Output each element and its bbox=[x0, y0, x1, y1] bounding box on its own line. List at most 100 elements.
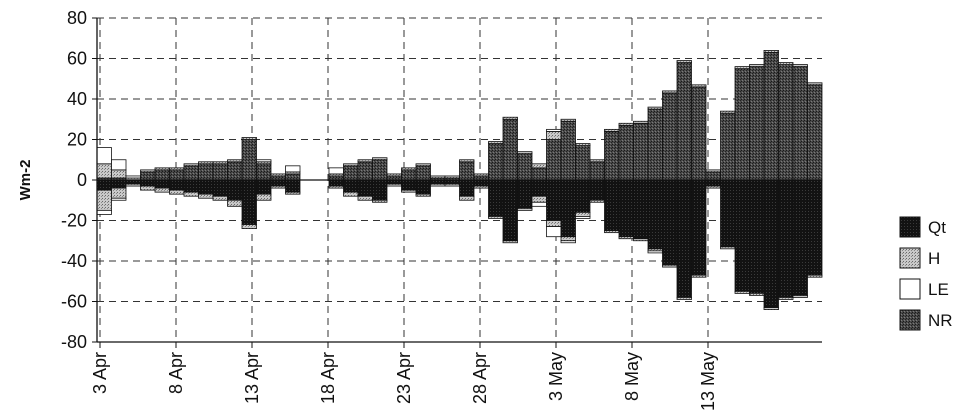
bar-le-neg bbox=[111, 197, 127, 201]
bar-qt-neg bbox=[444, 179, 460, 185]
bar-h-pos bbox=[691, 84, 707, 88]
bar-h-pos bbox=[749, 64, 765, 67]
bar-h-neg bbox=[575, 211, 591, 217]
bar-qt-neg bbox=[140, 179, 156, 187]
legend-label-qt: Qt bbox=[928, 218, 946, 237]
bar-qt-neg bbox=[705, 179, 721, 187]
bar-nr-pos bbox=[676, 62, 692, 181]
bar-h-pos bbox=[560, 118, 576, 122]
bar-nr-pos bbox=[285, 173, 301, 181]
bar-le-pos bbox=[96, 147, 112, 165]
bar-h-neg bbox=[589, 199, 605, 203]
bar-nr-pos bbox=[807, 84, 823, 181]
y-tick-label: -20 bbox=[61, 211, 87, 231]
bar-qt-neg bbox=[125, 179, 141, 185]
bar-qt-neg bbox=[575, 179, 591, 213]
bar-nr-pos bbox=[386, 175, 402, 181]
bar-qt-neg bbox=[589, 179, 605, 201]
bar-h-neg bbox=[372, 199, 388, 203]
bar-h-pos bbox=[676, 60, 692, 63]
bar-h-pos bbox=[459, 159, 475, 163]
y-tick-label: 80 bbox=[67, 8, 87, 28]
bar-nr-pos bbox=[256, 163, 272, 181]
bar-nr-pos bbox=[198, 163, 214, 181]
bar-le-pos bbox=[256, 159, 272, 163]
bar-h-neg bbox=[749, 292, 765, 296]
bar-nr-pos bbox=[401, 169, 417, 181]
bar-qt-neg bbox=[430, 179, 446, 185]
bar-le-pos bbox=[328, 167, 344, 175]
legend-label-h: H bbox=[928, 249, 940, 268]
bar-qt-neg bbox=[560, 179, 576, 238]
bar-qt-neg bbox=[343, 179, 359, 193]
legend-label-le: LE bbox=[928, 280, 949, 299]
bar-qt-neg bbox=[647, 179, 663, 250]
x-tick-label: 23 Apr bbox=[394, 352, 414, 404]
bar-qt-neg bbox=[734, 179, 750, 292]
bar-nr-pos bbox=[734, 68, 750, 181]
bar-nr-pos bbox=[140, 171, 156, 181]
bar-le-pos bbox=[125, 175, 141, 179]
bar-le-neg bbox=[531, 201, 547, 207]
bar-h-pos bbox=[589, 159, 605, 163]
bar-h-neg bbox=[111, 187, 127, 199]
bar-h-pos bbox=[720, 110, 736, 114]
bar-h-neg bbox=[386, 183, 402, 187]
bar-qt-neg bbox=[502, 179, 518, 242]
bar-le-neg bbox=[96, 209, 112, 215]
x-tick-label: 13 Apr bbox=[242, 352, 262, 404]
bar-nr-pos bbox=[212, 163, 228, 181]
y-tick-label: 60 bbox=[67, 49, 87, 69]
bar-h-pos bbox=[386, 173, 402, 177]
bar-h-neg bbox=[473, 185, 489, 189]
bar-qt-neg bbox=[328, 179, 344, 187]
bar-h-neg bbox=[633, 238, 649, 242]
bar-nr-pos bbox=[270, 175, 286, 181]
bar-qt-neg bbox=[241, 179, 257, 225]
bar-qt-neg bbox=[763, 179, 779, 308]
bar-h-pos bbox=[401, 167, 417, 171]
bar-h-neg bbox=[357, 195, 373, 201]
bar-h-neg bbox=[546, 220, 562, 227]
bar-qt-neg bbox=[154, 179, 170, 189]
bar-h-neg bbox=[343, 191, 359, 197]
bar-qt-neg bbox=[676, 179, 692, 298]
bar-qt-neg bbox=[473, 179, 489, 187]
bar-h-neg bbox=[430, 183, 446, 187]
bar-nr-pos bbox=[691, 86, 707, 181]
bar-qt-neg bbox=[357, 179, 373, 197]
bar-qt-neg bbox=[618, 179, 634, 238]
bar-h-pos bbox=[531, 163, 547, 169]
bar-h-pos bbox=[778, 62, 794, 65]
legend-swatch-nr bbox=[899, 309, 921, 331]
bar-qt-neg bbox=[285, 179, 301, 193]
bar-h-neg bbox=[212, 195, 228, 201]
bar-h-pos bbox=[807, 82, 823, 86]
y-tick-label: 40 bbox=[67, 89, 87, 109]
bar-le-neg bbox=[647, 250, 663, 254]
bar-nr-pos bbox=[647, 108, 663, 181]
bar-nr-pos bbox=[415, 165, 431, 181]
bar-h-neg bbox=[227, 199, 243, 207]
bar-nr-pos bbox=[792, 66, 808, 181]
bar-h-neg bbox=[720, 246, 736, 250]
bar-h-neg bbox=[169, 189, 185, 195]
bar-h-neg bbox=[778, 297, 794, 300]
bar-h-pos bbox=[372, 157, 388, 161]
bar-nr-pos bbox=[604, 130, 620, 181]
bar-nr-pos bbox=[227, 161, 243, 181]
bar-h-pos bbox=[444, 175, 460, 179]
bar-qt-neg bbox=[459, 179, 475, 197]
bar-qt-neg bbox=[633, 179, 649, 240]
bar-h-pos bbox=[517, 151, 533, 155]
bar-h-neg bbox=[488, 216, 504, 219]
bar-h-pos bbox=[430, 175, 446, 179]
bar-nr-pos bbox=[343, 165, 359, 181]
bar-h-neg bbox=[502, 240, 518, 244]
bar-h-neg bbox=[140, 185, 156, 191]
bar-le-pos bbox=[111, 159, 127, 171]
bar-h-pos bbox=[415, 163, 431, 167]
bar-h-neg bbox=[270, 185, 286, 189]
